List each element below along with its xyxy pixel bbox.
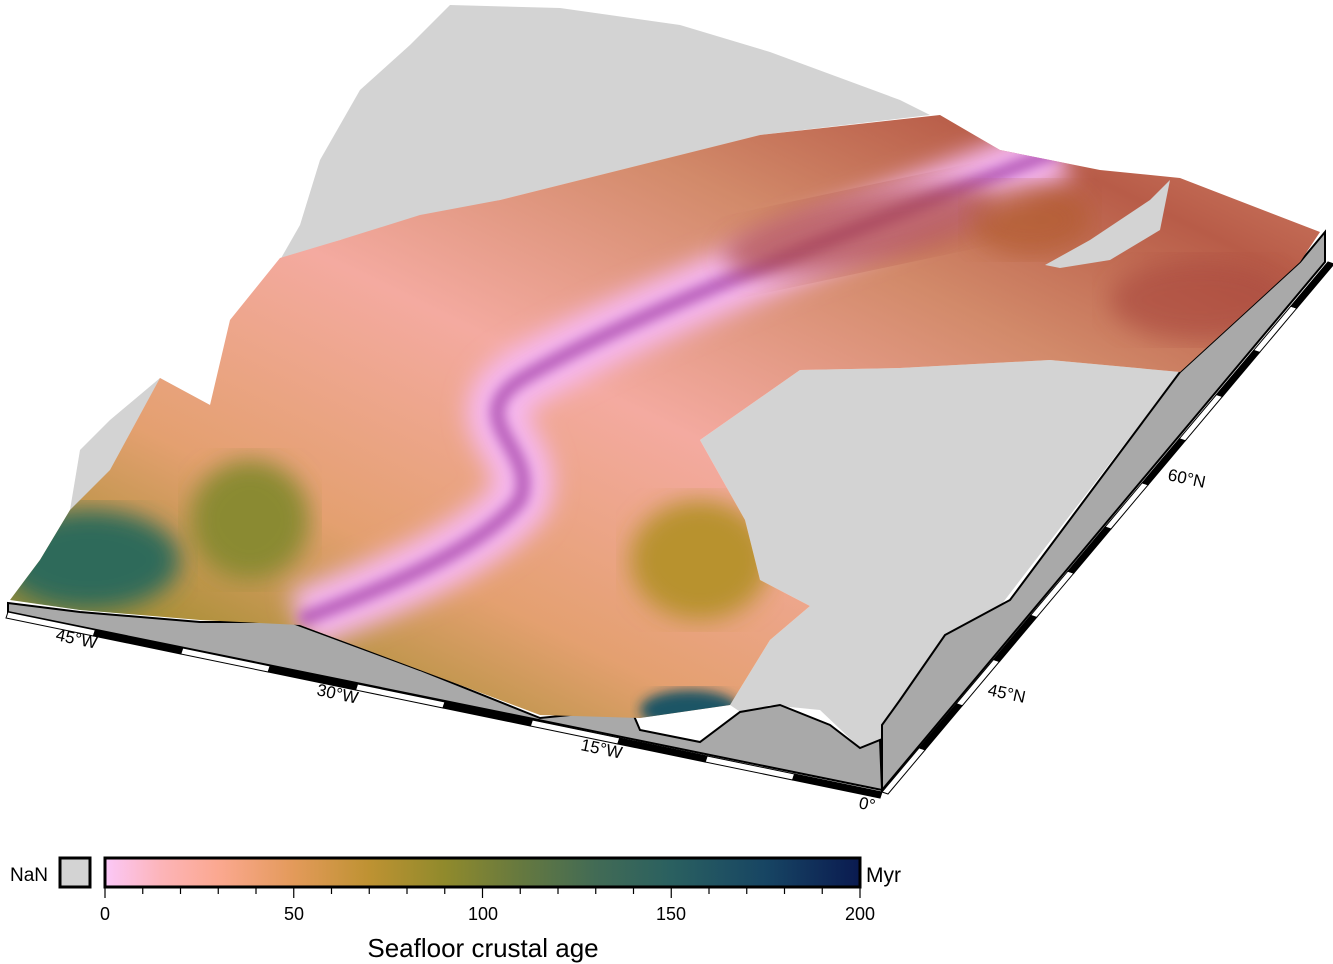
nan-land-north bbox=[280, 5, 930, 260]
axis-frame-segment bbox=[1289, 261, 1333, 309]
colorbar-tick-label: 100 bbox=[468, 904, 498, 924]
colorbar-nan-label: NaN bbox=[10, 865, 48, 886]
axis-frame-segment bbox=[791, 773, 883, 799]
colorbar-nan-swatch bbox=[58, 856, 92, 889]
nan-iceland-patch bbox=[1045, 180, 1170, 268]
colorbar-ticks bbox=[104, 888, 861, 898]
colorbar-gradient bbox=[103, 856, 862, 889]
colorbar-unit: Myr bbox=[866, 864, 901, 887]
x-axis-frame bbox=[5, 611, 883, 799]
map-right-wall bbox=[881, 229, 1326, 793]
y-axis-label-60n: 60°N bbox=[1166, 465, 1207, 491]
colorbar-title: Seafloor crustal age bbox=[367, 933, 598, 963]
x-axis-label-0: 0° bbox=[857, 793, 877, 815]
colorbar-tick-label: 150 bbox=[656, 904, 686, 924]
colorbar-tick-label: 50 bbox=[284, 904, 304, 924]
y-axis-label-45n: 45°N bbox=[986, 680, 1027, 706]
colorbar-tick-label: 200 bbox=[845, 904, 875, 924]
colorbar: NaN Myr 0 50 100 150 200 Seafloor crusta… bbox=[10, 856, 901, 963]
y-axis-frame bbox=[881, 261, 1333, 795]
nan-land-east bbox=[700, 360, 1180, 760]
colorbar-tick-label: 0 bbox=[100, 904, 110, 924]
